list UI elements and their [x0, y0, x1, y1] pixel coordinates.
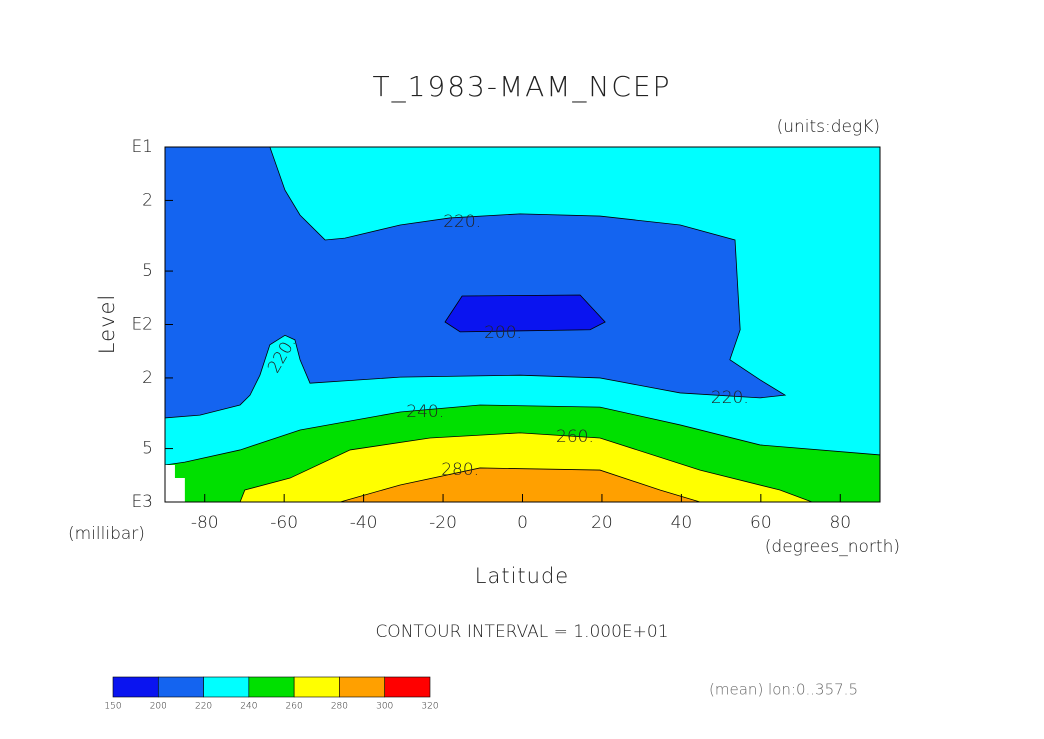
colorbar-label: 240 — [240, 702, 257, 712]
colorbar-segment — [248, 676, 295, 698]
x-tick-label: 80 — [829, 513, 851, 533]
y-tick-label: E3 — [131, 492, 153, 512]
colorbar-segment — [112, 676, 159, 698]
y-tick-label: E1 — [131, 137, 153, 157]
y-axis-label: Level — [95, 294, 119, 354]
colorbar-label: 150 — [104, 702, 121, 712]
contour-label: 200. — [484, 323, 522, 343]
colorbar-label: 260 — [286, 702, 303, 712]
y-tick-label: 5 — [142, 261, 153, 281]
x-units: (degrees_north) — [765, 537, 900, 557]
colorbar-label: 220 — [195, 702, 212, 712]
contour-label: 260. — [556, 427, 594, 447]
colorbar-segment — [203, 676, 250, 698]
x-axis-label: Latitude — [475, 564, 569, 588]
plot-area — [164, 146, 881, 503]
colorbar-segment — [293, 676, 340, 698]
x-tick-label: 0 — [517, 513, 528, 533]
x-tick-label: -80 — [191, 513, 219, 533]
y-tick-label: E2 — [131, 315, 153, 335]
y-units: (millibar) — [68, 524, 145, 544]
x-tick-label: -40 — [350, 513, 378, 533]
units: (units:degK) — [777, 117, 880, 137]
x-tick-label: 60 — [750, 513, 772, 533]
colorbar-label: 300 — [376, 702, 393, 712]
contour-region — [444, 294, 606, 333]
y-tick-label: 2 — [142, 190, 153, 210]
x-tick-label: 20 — [591, 513, 613, 533]
contour-label: 220. — [711, 388, 749, 408]
footer: CONTOUR INTERVAL = 1.000E+01 — [375, 622, 668, 642]
x-tick-label: 40 — [671, 513, 693, 533]
colorbar-segment — [384, 676, 431, 698]
colorbar-segment — [157, 676, 204, 698]
y-tick-label: 5 — [142, 439, 153, 459]
contour-label: 280. — [441, 460, 479, 480]
y-tick-label: 2 — [142, 368, 153, 388]
contour-label: 220. — [443, 212, 481, 232]
contour-label: 240. — [406, 402, 444, 422]
contour-region — [239, 432, 813, 503]
colorbar-label: 320 — [421, 702, 438, 712]
colorbar-label: 200 — [150, 702, 167, 712]
colorbar-segment — [339, 676, 386, 698]
x-tick-label: -60 — [270, 513, 298, 533]
x-tick-label: -20 — [429, 513, 457, 533]
missing-data — [165, 465, 185, 502]
note: (mean) lon:0..357.5 — [709, 681, 858, 699]
colorbar-label: 280 — [331, 702, 348, 712]
chart-title: T_1983-MAM_NCEP — [372, 70, 671, 104]
contour-region — [164, 146, 787, 419]
